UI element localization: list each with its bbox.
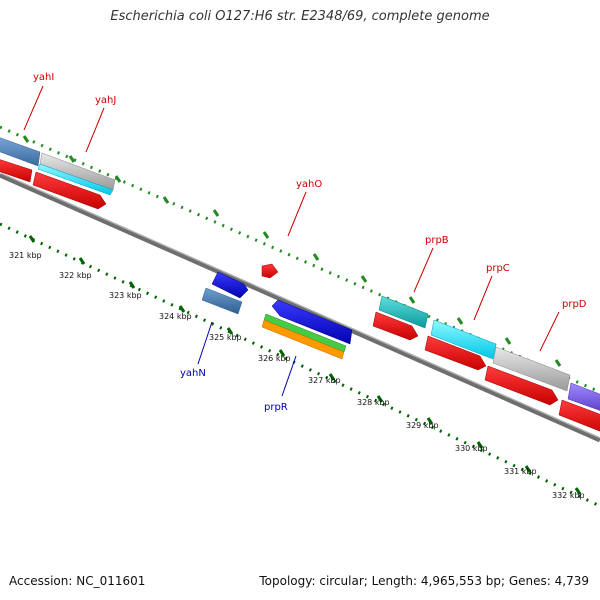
leader-yahO [287, 191, 307, 237]
scale-label-328: 328 kbp [357, 398, 390, 407]
gene-yahN-upper[interactable] [211, 271, 249, 299]
label-prpD: prpD [562, 299, 587, 310]
scale-label-325: 325 kbp [209, 333, 242, 342]
cds-arrow-5[interactable] [484, 365, 559, 406]
gene-prpB[interactable] [378, 295, 429, 329]
gene-yahI[interactable] [0, 136, 41, 167]
gene-prpC[interactable] [430, 319, 497, 360]
scale-label-332: 332 kbp [552, 491, 585, 500]
gene-prpE[interactable] [567, 382, 600, 413]
label-prpR: prpR [264, 402, 288, 413]
reverse-major-ticks [28, 235, 582, 495]
gene-prpR[interactable] [261, 319, 345, 360]
scale-label-321: 321 kbp [9, 251, 42, 260]
scale-label-326: 326 kbp [258, 354, 291, 363]
gene-prpD[interactable] [492, 346, 571, 392]
scale-label-329: 329 kbp [406, 421, 439, 430]
topology-text: Topology: circular; Length: 4,965,553 bp… [259, 574, 589, 588]
label-yahN: yahN [180, 368, 206, 379]
cds-arrow-6[interactable] [558, 399, 600, 434]
genome-backbone [0, 172, 600, 443]
leader-yahN [197, 321, 213, 365]
leader-yahI [23, 85, 44, 131]
genome-title: Escherichia coli O127:H6 str. E2348/69, … [110, 9, 490, 24]
genome-backbone-highlight [0, 172, 600, 439]
scale-label-327: 327 kbp [308, 376, 341, 385]
label-yahO: yahO [296, 179, 322, 190]
scale-label-324: 324 kbp [159, 312, 192, 321]
accession-text: Accession: NC_011601 [9, 574, 146, 588]
cds-arrow-2[interactable] [32, 171, 107, 210]
gene-yahN[interactable] [201, 287, 243, 315]
leader-prpB [413, 247, 434, 293]
leader-prpD [539, 311, 560, 352]
scale-label-323: 323 kbp [109, 291, 142, 300]
gene-prpR-blue[interactable] [271, 299, 353, 345]
cds-arrow-1[interactable] [0, 158, 33, 183]
label-yahJ: yahJ [95, 95, 116, 106]
cds-arrow-3[interactable] [372, 311, 419, 341]
cds-arrow-4[interactable] [424, 335, 487, 371]
label-prpB: prpB [425, 235, 449, 246]
leader-prpR [281, 355, 297, 397]
gene-yahO[interactable] [261, 263, 279, 279]
label-prpC: prpC [486, 263, 510, 274]
scale-label-322: 322 kbp [59, 271, 92, 280]
gene-yahJ-cyan[interactable] [37, 163, 114, 196]
scale-label-330: 330 kbp [455, 444, 488, 453]
scale-label-331: 331 kbp [504, 467, 537, 476]
leader-yahJ [85, 107, 105, 153]
forward-major-ticks [22, 135, 562, 367]
label-yahI: yahI [33, 72, 54, 83]
leader-prpC [473, 275, 493, 321]
forward-tick-ring [0, 125, 600, 394]
